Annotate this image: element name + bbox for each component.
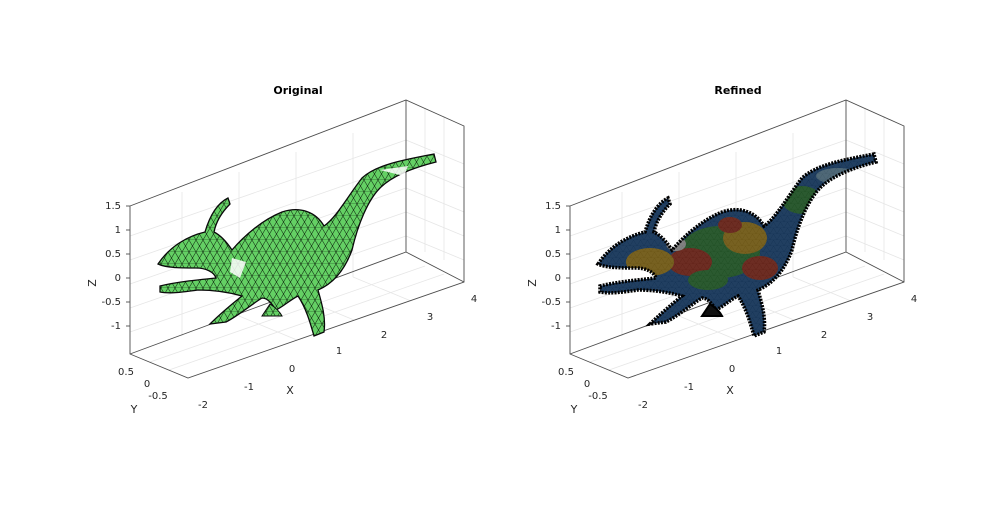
x-tick-label: -2 [638, 400, 648, 411]
y-axis: 0.5 0 -0.5 Y [118, 367, 168, 416]
axes-box [569, 99, 905, 379]
z-tick-label: 1 [115, 225, 121, 236]
z-tick-label: 0 [115, 273, 121, 284]
x-tick-label: 2 [381, 330, 387, 341]
y-tick-label: 0 [584, 379, 590, 390]
z-axis: 1.5 1 0.5 0 -0.5 -1 Z [526, 201, 570, 332]
z-axis-label: Z [86, 279, 99, 287]
x-tick-label: 0 [729, 364, 735, 375]
panel-refined: Refined [526, 84, 917, 416]
z-tick-label: 1.5 [545, 201, 561, 212]
z-tick-label: -0.5 [101, 297, 121, 308]
z-tick-label: 0.5 [545, 249, 561, 260]
z-tick-label: 0 [555, 273, 561, 284]
y-tick-label: 0 [144, 379, 150, 390]
z-tick-label: 1 [555, 225, 561, 236]
panel-original: Original [86, 84, 477, 416]
z-axis: 1.5 1 0.5 0 -0.5 -1 Z [86, 201, 130, 332]
dinosaur-refined-mesh [595, 151, 879, 339]
y-tick-label: 0.5 [558, 367, 574, 378]
x-axis: -2 -1 0 1 2 3 4 X [638, 294, 917, 411]
x-axis-label: X [286, 384, 294, 397]
x-tick-label: 1 [776, 346, 782, 357]
x-tick-label: -1 [684, 382, 694, 393]
chart-title: Original [273, 84, 322, 97]
y-axis: 0.5 0 -0.5 Y [558, 367, 608, 416]
grid-lines [129, 108, 465, 371]
x-tick-label: 4 [471, 294, 477, 305]
x-tick-label: 2 [821, 330, 827, 341]
axes-box [129, 99, 465, 379]
z-tick-label: -1 [551, 321, 561, 332]
y-tick-label: 0.5 [118, 367, 134, 378]
z-tick-label: -0.5 [541, 297, 561, 308]
x-axis: -2 -1 0 1 2 3 4 X [198, 294, 477, 411]
z-tick-label: 1.5 [105, 201, 121, 212]
x-tick-label: -1 [244, 382, 254, 393]
x-axis-label: X [726, 384, 734, 397]
y-tick-label: -0.5 [148, 391, 168, 402]
dinosaur-mesh [157, 153, 437, 337]
x-tick-label: 0 [289, 364, 295, 375]
x-tick-label: 3 [427, 312, 433, 323]
z-axis-label: Z [526, 279, 539, 287]
x-tick-label: -2 [198, 400, 208, 411]
z-tick-label: 0.5 [105, 249, 121, 260]
y-axis-label: Y [570, 403, 578, 416]
x-tick-label: 4 [911, 294, 917, 305]
x-tick-label: 1 [336, 346, 342, 357]
chart-title: Refined [714, 84, 761, 97]
z-tick-label: -1 [111, 321, 121, 332]
y-axis-label: Y [130, 403, 138, 416]
y-tick-label: -0.5 [588, 391, 608, 402]
x-tick-label: 3 [867, 312, 873, 323]
